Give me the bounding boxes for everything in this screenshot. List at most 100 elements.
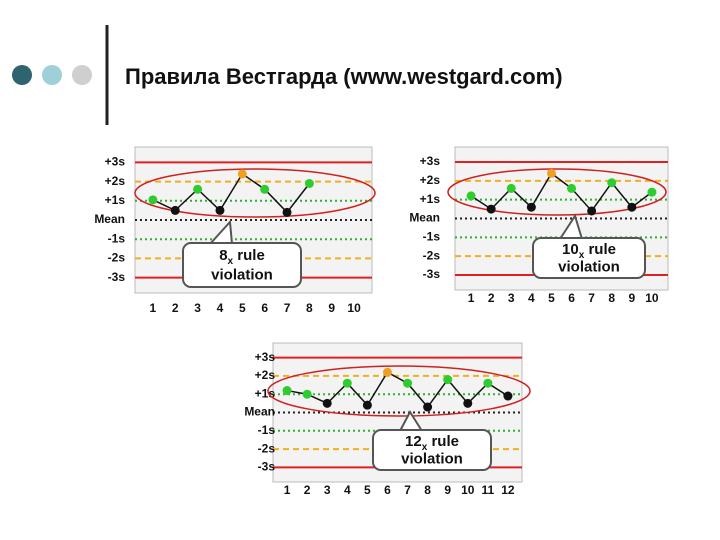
data-point (237, 169, 247, 179)
callout-box (372, 429, 492, 471)
data-point (362, 400, 372, 410)
annotation-text: violation (558, 259, 620, 276)
x-tick-label: 3 (324, 483, 331, 497)
y-tick-label: -1s (423, 229, 441, 243)
data-point (486, 204, 496, 214)
y-tick-label: +2s (105, 174, 126, 188)
data-point (215, 205, 225, 215)
data-point (282, 207, 292, 217)
x-tick-label: 12 (501, 483, 515, 497)
y-tick-label: +1s (105, 193, 126, 207)
highlight-ellipse (134, 168, 376, 218)
data-point (260, 184, 270, 194)
x-tick-label: 7 (588, 291, 595, 305)
x-tick-label: 10 (347, 301, 361, 315)
y-tick-label: +1s (255, 386, 276, 400)
data-point (463, 398, 473, 408)
y-tick-label: +3s (420, 154, 441, 168)
bullet-dot (72, 65, 92, 85)
x-tick-label: 9 (444, 483, 451, 497)
y-tick-label: Mean (409, 211, 440, 225)
y-tick-label: Mean (94, 212, 125, 226)
annotation-subscript: x (579, 250, 585, 261)
y-tick-label: +3s (105, 155, 126, 169)
callout-box (182, 242, 302, 288)
x-tick-label: 5 (239, 301, 246, 315)
bullet-dot (12, 65, 32, 85)
y-tick-label: -3s (108, 270, 126, 284)
annotation-number: 8 (219, 247, 227, 264)
x-tick-label: 1 (468, 291, 475, 305)
x-tick-label: 2 (172, 301, 179, 315)
data-point (503, 391, 513, 401)
y-tick-label: -1s (258, 423, 276, 437)
x-tick-label: 3 (194, 301, 201, 315)
bullet-dot (42, 65, 62, 85)
data-point (322, 398, 332, 408)
x-tick-label: 6 (384, 483, 391, 497)
x-tick-label: 10 (461, 483, 475, 497)
data-point (466, 191, 476, 201)
annotation-text: violation (211, 267, 273, 284)
y-tick-label: +2s (255, 368, 276, 382)
annotation-text: 12x rule (405, 433, 459, 453)
x-tick-label: 5 (548, 291, 555, 305)
x-tick-label: 9 (628, 291, 635, 305)
data-point (282, 386, 292, 396)
data-point (483, 378, 493, 388)
x-tick-label: 10 (645, 291, 659, 305)
data-point (170, 205, 180, 215)
x-tick-label: 5 (364, 483, 371, 497)
y-tick-label: Mean (244, 405, 275, 419)
x-tick-label: 3 (508, 291, 515, 305)
x-tick-label: 1 (150, 301, 157, 315)
x-tick-label: 8 (608, 291, 615, 305)
highlight-ellipse (267, 365, 531, 417)
x-tick-label: 4 (528, 291, 535, 305)
x-tick-label: 8 (306, 301, 313, 315)
y-tick-label: -2s (258, 441, 276, 455)
annotation-number: 10 (562, 241, 579, 258)
data-point (546, 168, 556, 178)
data-point (627, 202, 637, 212)
y-tick-label: -3s (423, 267, 441, 281)
x-tick-label: 8 (424, 483, 431, 497)
x-tick-label: 6 (261, 301, 268, 315)
slide-title: Правила Вестгарда (www.westgard.com) (125, 64, 563, 89)
data-line (152, 172, 310, 214)
data-point (403, 378, 413, 388)
annotation-rest: rule (233, 247, 265, 264)
data-point (148, 195, 158, 205)
annotation-rest: rule (427, 433, 459, 450)
highlight-ellipse (447, 168, 667, 216)
data-point (342, 378, 352, 388)
data-point (506, 183, 516, 193)
y-tick-label: -2s (423, 248, 441, 262)
x-tick-label: 7 (404, 483, 411, 497)
y-tick-label: +1s (420, 192, 441, 206)
callout-box (532, 237, 646, 279)
data-point (193, 184, 203, 194)
x-tick-label: 4 (217, 301, 224, 315)
callout-tail (559, 213, 583, 240)
x-tick-label: 11 (482, 483, 495, 497)
x-tick-label: 2 (488, 291, 495, 305)
data-point (302, 389, 312, 399)
data-point (567, 183, 577, 193)
annotation-text: violation (401, 451, 463, 468)
y-tick-label: -1s (108, 231, 126, 245)
data-point (526, 202, 536, 212)
data-point (423, 402, 433, 412)
data-point (304, 179, 314, 188)
x-tick-label: 6 (568, 291, 575, 305)
annotation-text: 8x rule (219, 247, 265, 267)
x-tick-label: 9 (328, 301, 335, 315)
x-tick-label: 2 (304, 483, 311, 497)
annotation-number: 12 (405, 433, 422, 450)
y-tick-label: -2s (108, 251, 126, 265)
data-line (470, 172, 653, 213)
callout-tail (399, 410, 423, 432)
x-tick-label: 4 (344, 483, 351, 497)
data-point (607, 178, 617, 188)
